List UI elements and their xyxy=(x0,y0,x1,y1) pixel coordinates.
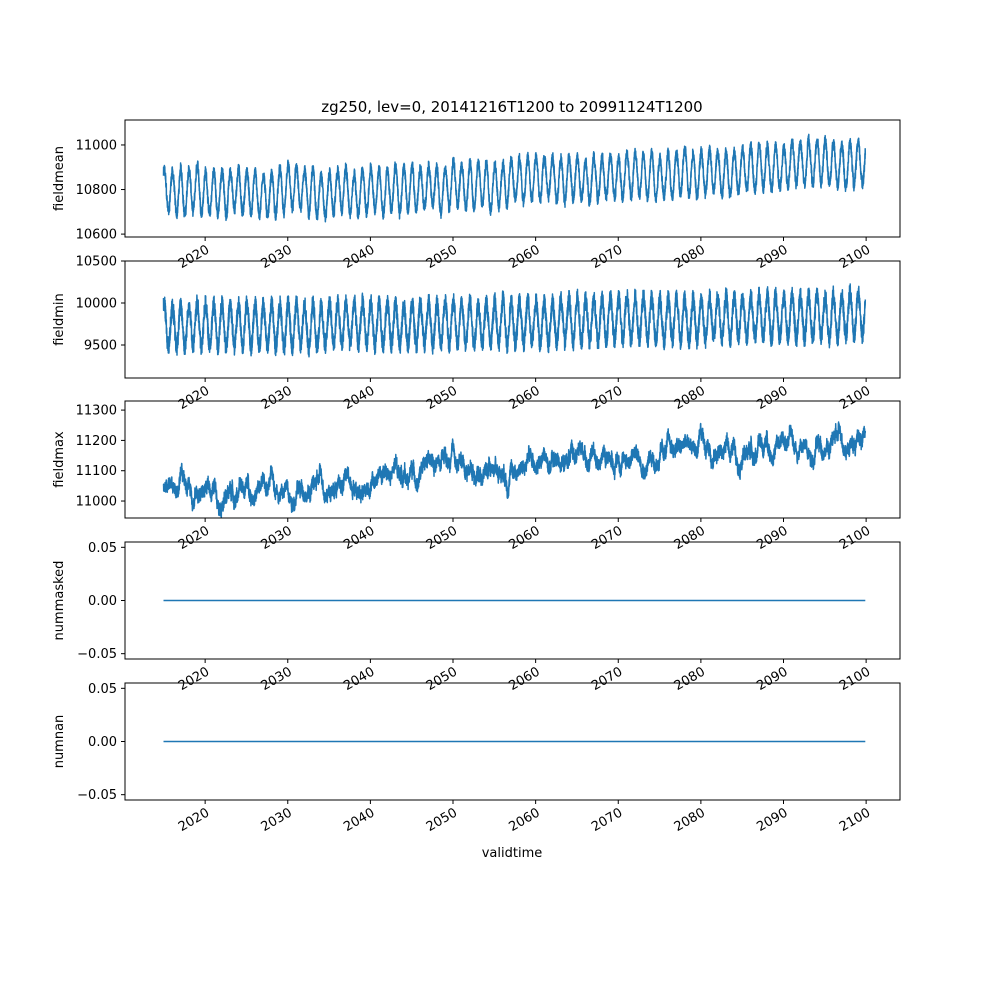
y-tick-label: 0.00 xyxy=(88,594,117,609)
x-tick-label: 2060 xyxy=(506,523,542,553)
panel-fieldmax: 11000 11100 11200 11300 fieldmax 2020 2030 2040… xyxy=(52,400,901,553)
y-tick-label: 11000 xyxy=(76,495,117,510)
x-tick-label: 2020 xyxy=(176,664,212,694)
x-tick-label: 2090 xyxy=(754,383,790,413)
y-tick-label: −0.05 xyxy=(77,788,117,803)
x-tick-label: 2050 xyxy=(424,805,460,835)
axes-frame xyxy=(124,260,901,379)
y-axis-label: fieldmax xyxy=(52,431,67,488)
y-tick-label: 10000 xyxy=(76,296,117,311)
x-tick-label: 2090 xyxy=(754,523,790,553)
panel-fieldmean: 10600 10800 11000 fieldmean 2020 2030 2040 2050… xyxy=(52,119,901,272)
x-tick-label: 2070 xyxy=(589,805,625,835)
y-tick-label: −0.05 xyxy=(77,647,117,662)
chart-title: zg250, lev=0, 20141216T1200 to 20991124T… xyxy=(321,98,702,116)
y-tick-label: 11300 xyxy=(76,404,117,419)
x-tick-label: 2040 xyxy=(341,383,377,413)
x-tick-label: 2040 xyxy=(341,805,377,835)
x-tick-label: 2030 xyxy=(259,805,295,835)
panel-fieldmin: 9500 10000 10500 fieldmin 2020 2030 2040 2050 20… xyxy=(52,255,901,413)
x-tick-label: 2100 xyxy=(837,805,873,835)
x-tick-label: 2100 xyxy=(837,664,873,694)
x-tick-label: 2060 xyxy=(506,664,542,694)
x-tick-label: 2030 xyxy=(259,242,295,272)
x-tick-label: 2070 xyxy=(589,242,625,272)
x-tick-label: 2020 xyxy=(176,383,212,413)
x-tick-label: 2030 xyxy=(259,664,295,694)
y-tick-label: 10500 xyxy=(76,255,117,270)
x-tick-label: 2030 xyxy=(259,383,295,413)
x-tick-label: 2100 xyxy=(837,383,873,413)
x-tick-label: 2020 xyxy=(176,242,212,272)
y-tick-label: 0.05 xyxy=(88,682,117,697)
x-tick-label: 2050 xyxy=(424,242,460,272)
x-tick-label: 2060 xyxy=(506,383,542,413)
x-tick-label: 2080 xyxy=(672,664,708,694)
x-tick-label: 2050 xyxy=(424,383,460,413)
series-line-fieldmin xyxy=(162,283,867,358)
x-tick-label: 2050 xyxy=(424,523,460,553)
x-tick-label: 2080 xyxy=(672,523,708,553)
x-tick-label: 2080 xyxy=(672,805,708,835)
x-tick-label: 2040 xyxy=(341,523,377,553)
y-tick-label: 9500 xyxy=(84,338,117,353)
x-tick-label: 2060 xyxy=(506,805,542,835)
y-tick-label: 10600 xyxy=(76,228,117,243)
x-tick-label: 2080 xyxy=(672,383,708,413)
axes-frame xyxy=(124,400,901,519)
x-tick-label: 2020 xyxy=(176,805,212,835)
series-line-fieldmax xyxy=(162,421,867,519)
y-tick-label: 0.00 xyxy=(88,735,117,750)
x-tick-label: 2090 xyxy=(754,805,790,835)
x-tick-label: 2090 xyxy=(754,242,790,272)
y-tick-label: 11000 xyxy=(76,138,117,153)
y-tick-label: 11200 xyxy=(76,434,117,449)
y-tick-label: 0.05 xyxy=(88,541,117,556)
y-tick-label: 11100 xyxy=(76,464,117,479)
y-axis-label: numnan xyxy=(52,715,67,769)
x-tick-label: 2100 xyxy=(837,242,873,272)
panel-nummasked: −0.05 0.00 0.05 nummasked 2020 2030 2040 2050 20… xyxy=(52,541,901,694)
axes-frame xyxy=(124,119,901,238)
x-tick-label: 2050 xyxy=(424,664,460,694)
x-tick-label: 2070 xyxy=(589,664,625,694)
x-tick-label: 2060 xyxy=(506,242,542,272)
x-tick-label: 2090 xyxy=(754,664,790,694)
y-axis-label: nummasked xyxy=(52,561,67,641)
y-axis-label: fieldmean xyxy=(52,146,67,211)
x-tick-label: 2070 xyxy=(589,383,625,413)
x-tick-label: 2080 xyxy=(672,242,708,272)
x-tick-label: 2100 xyxy=(837,523,873,553)
x-tick-label: 2070 xyxy=(589,523,625,553)
y-tick-label: 10800 xyxy=(76,183,117,198)
x-tick-label: 2040 xyxy=(341,242,377,272)
panel-numnan: −0.05 0.00 0.05 numnan 2020 2030 2040 2050 2060 2… xyxy=(52,682,901,835)
x-axis-label: validtime xyxy=(482,846,543,861)
y-axis-label: fieldmin xyxy=(52,293,67,346)
x-tick-label: 2030 xyxy=(259,523,295,553)
series-line-fieldmean xyxy=(162,133,867,223)
x-tick-label: 2040 xyxy=(341,664,377,694)
x-tick-label: 2020 xyxy=(176,523,212,553)
